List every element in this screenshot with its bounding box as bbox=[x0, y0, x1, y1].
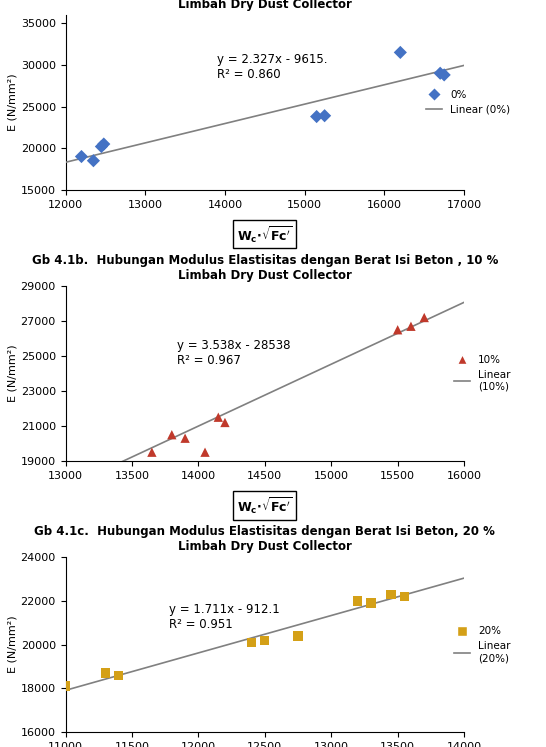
Text: $\mathbf{W_c{\cdot}\sqrt{Fc^{\prime}}}$: $\mathbf{W_c{\cdot}\sqrt{Fc^{\prime}}}$ bbox=[237, 224, 293, 245]
Point bbox=[420, 311, 429, 323]
Point bbox=[101, 667, 110, 679]
Point bbox=[260, 634, 269, 646]
Point bbox=[99, 138, 108, 150]
Point bbox=[320, 110, 329, 122]
Point bbox=[353, 595, 362, 607]
Title: Gb 4.1c.  Hubungan Modulus Elastisitas dengan Berat Isi Beton, 20 %
Limbah Dry D: Gb 4.1c. Hubungan Modulus Elastisitas de… bbox=[34, 525, 495, 554]
Legend: 10%, Linear
(10%): 10%, Linear (10%) bbox=[450, 351, 515, 396]
Point bbox=[181, 433, 189, 444]
Title: Gb 4.1b.  Hubungan Modulus Elastisitas dengan Berat Isi Beton , 10 %
Limbah Dry : Gb 4.1b. Hubungan Modulus Elastisitas de… bbox=[32, 254, 498, 282]
Point bbox=[61, 681, 70, 692]
Legend: 20%, Linear
(20%): 20%, Linear (20%) bbox=[450, 622, 515, 667]
Legend: 0%, Linear (0%): 0%, Linear (0%) bbox=[422, 86, 515, 120]
Point bbox=[200, 446, 209, 458]
Point bbox=[247, 636, 256, 648]
Point bbox=[221, 417, 229, 429]
Y-axis label: E (N/mm²): E (N/mm²) bbox=[8, 74, 18, 131]
Point bbox=[114, 669, 123, 681]
Text: y = 1.711x - 912.1
R² = 0.951: y = 1.711x - 912.1 R² = 0.951 bbox=[169, 603, 280, 630]
Point bbox=[214, 412, 223, 424]
Point bbox=[168, 429, 176, 441]
Point bbox=[407, 320, 416, 332]
Point bbox=[312, 111, 321, 123]
Text: $\mathbf{W_c{\cdot}\sqrt{Fc^{\prime}}}$: $\mathbf{W_c{\cdot}\sqrt{Fc^{\prime}}}$ bbox=[237, 495, 293, 516]
Point bbox=[440, 69, 449, 81]
Point bbox=[147, 446, 156, 458]
Point bbox=[89, 155, 98, 167]
Point bbox=[97, 140, 106, 152]
Text: y = 2.327x - 9615.
R² = 0.860: y = 2.327x - 9615. R² = 0.860 bbox=[217, 54, 328, 81]
Title: Gb 4.1a.  Hubungan Modulus Elastisitas dengan Berat Isi Beton, 0 %
Limbah Dry Du: Gb 4.1a. Hubungan Modulus Elastisitas de… bbox=[38, 0, 492, 11]
Point bbox=[393, 323, 402, 335]
Point bbox=[77, 151, 86, 163]
Point bbox=[400, 591, 408, 603]
Point bbox=[387, 589, 395, 601]
Point bbox=[436, 67, 444, 79]
Point bbox=[294, 630, 302, 642]
Y-axis label: E (N/mm²): E (N/mm²) bbox=[8, 616, 18, 673]
Y-axis label: E (N/mm²): E (N/mm²) bbox=[8, 344, 18, 403]
Point bbox=[367, 597, 376, 609]
Text: y = 3.538x - 28538
R² = 0.967: y = 3.538x - 28538 R² = 0.967 bbox=[177, 338, 290, 367]
Point bbox=[396, 46, 405, 58]
